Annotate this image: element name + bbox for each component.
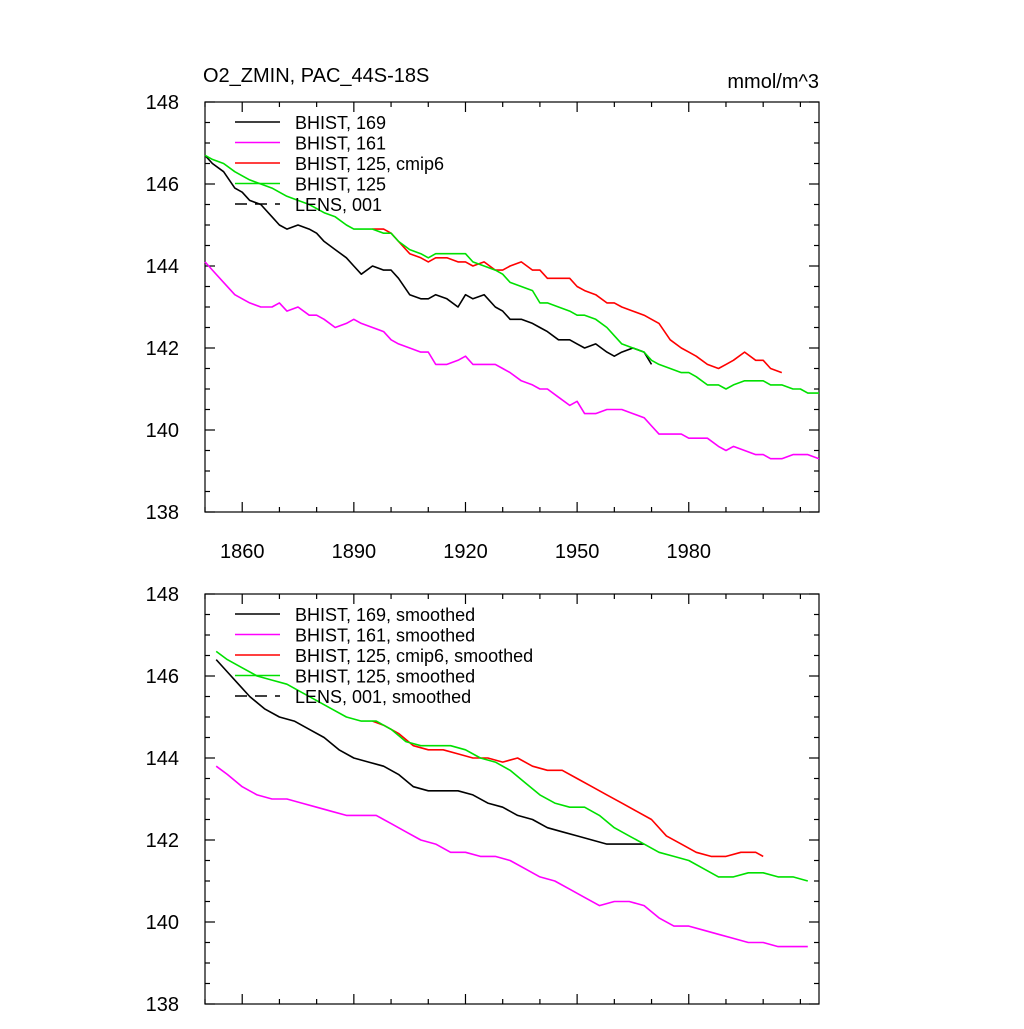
series-line-1	[215, 659, 645, 845]
y-tick-label: 138	[146, 502, 179, 524]
y-tick-label: 142	[146, 338, 179, 360]
x-tick-label: 1950	[555, 541, 600, 563]
units-label: mmol/m^3	[727, 71, 819, 93]
y-tick-label: 148	[146, 92, 179, 114]
series-line-2	[215, 765, 808, 948]
series-line-2	[204, 261, 820, 460]
y-tick-label: 146	[146, 174, 179, 196]
series-line-3	[372, 228, 783, 374]
legend-label: BHIST, 125	[295, 175, 386, 195]
legend-label: BHIST, 169, smoothed	[295, 605, 475, 625]
legend-label: LENS, 001, smoothed	[295, 687, 471, 707]
y-tick-label: 138	[146, 994, 179, 1016]
y-tick-label: 148	[146, 584, 179, 606]
y-tick-label: 144	[146, 748, 179, 770]
x-tick-label: 1860	[220, 541, 265, 563]
legend-label: LENS, 001	[295, 195, 382, 215]
legend-label: BHIST, 169	[295, 113, 386, 133]
y-tick-label: 146	[146, 666, 179, 688]
y-tick-label: 140	[146, 420, 179, 442]
x-tick-label: 1920	[443, 541, 488, 563]
series-line-4	[204, 154, 819, 394]
legend-label: BHIST, 125, cmip6	[295, 154, 444, 174]
series-line-4	[215, 650, 809, 882]
chart-panel-1: 138 140 142 144 146 148 1860 1890 1920 1950 1980 O2…	[146, 65, 820, 563]
chart-title: O2_ZMIN, PAC_44S-18S	[203, 65, 429, 87]
legend-label: BHIST, 125, smoothed	[295, 667, 475, 687]
y-tick-label: 144	[146, 256, 179, 278]
series-line-3	[372, 720, 764, 858]
y-tick-label: 140	[146, 912, 179, 934]
legend-label: BHIST, 125, cmip6, smoothed	[295, 646, 533, 666]
series-line-1	[204, 154, 653, 365]
legend-label: BHIST, 161, smoothed	[295, 626, 475, 646]
legend-label: BHIST, 161	[295, 134, 386, 154]
x-tick-label: 1980	[667, 541, 712, 563]
x-tick-label: 1890	[332, 541, 377, 563]
y-tick-label: 142	[146, 830, 179, 852]
